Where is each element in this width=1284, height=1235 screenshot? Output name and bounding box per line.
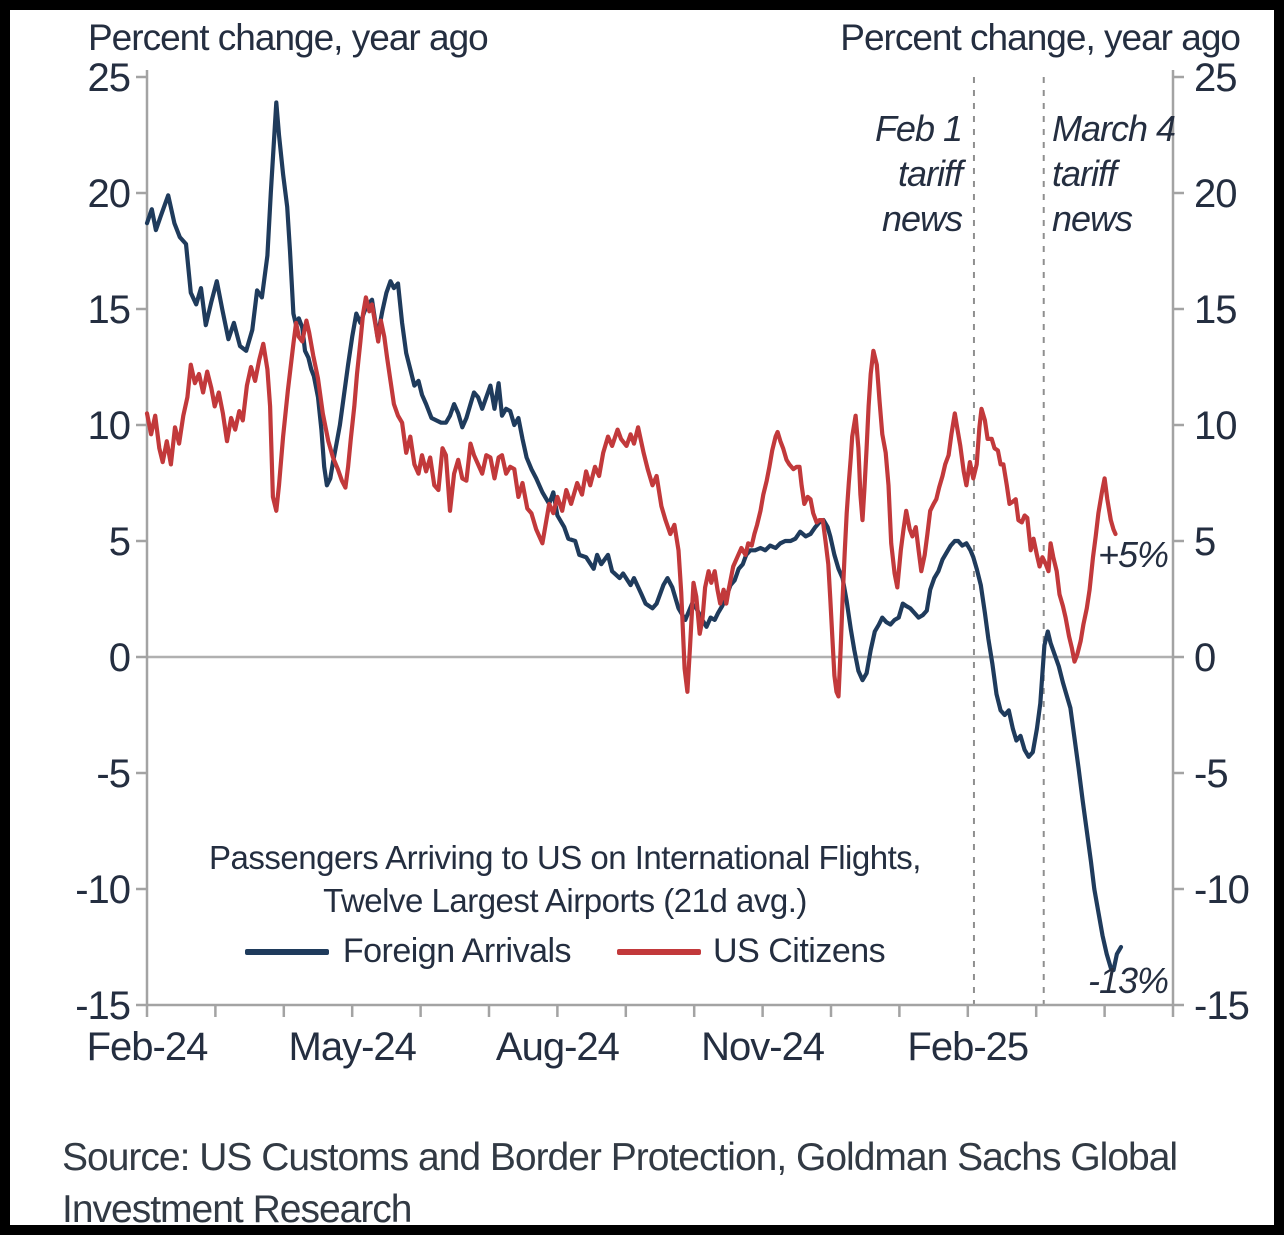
y-axis-title-left: Percent change, year ago — [88, 17, 489, 58]
annotation-feb1-tariff-news: Feb 1 tariff news — [874, 108, 963, 239]
y-tick-label-left: 10 — [88, 404, 131, 448]
y-tick-label-right: 0 — [1194, 636, 1215, 680]
y-tick-label-left: 15 — [88, 288, 131, 332]
y-tick-label-right: 15 — [1194, 288, 1237, 332]
us-citizens-line-swatch — [617, 948, 702, 955]
y-tick-label-right: 20 — [1194, 172, 1237, 216]
x-tick-label: Nov-24 — [701, 1025, 825, 1069]
x-tick-label: May-24 — [289, 1025, 417, 1069]
y-tick-label-left: -15 — [75, 984, 130, 1028]
y-tick-label-left: 20 — [88, 172, 131, 216]
y-tick-label-left: -5 — [96, 752, 130, 796]
annotation-march4-tariff-news: March 4 tariff news — [1052, 108, 1176, 239]
source-attribution: Source: US Customs and Border Protection… — [62, 1136, 1178, 1231]
legend-title: Passengers Arriving to US on Internation… — [209, 839, 921, 919]
x-tick-label: Feb-25 — [907, 1025, 1028, 1069]
legend-label-us-citizens: US Citizens — [713, 932, 886, 970]
y-tick-label-right: -15 — [1194, 984, 1249, 1028]
x-tick-label: Aug-24 — [496, 1025, 620, 1069]
y-tick-label-right: 5 — [1194, 520, 1215, 564]
y-tick-label-left: -10 — [75, 868, 130, 912]
y-axis-title-right: Percent change, year ago — [840, 17, 1241, 58]
legend-label-foreign-arrivals: Foreign Arrivals — [342, 932, 572, 970]
foreign-arrivals-line-swatch — [244, 948, 329, 955]
x-tick-label: Feb-24 — [87, 1025, 208, 1069]
annotation-foreign-arrivals-end-value: -13% — [1088, 960, 1169, 1001]
y-tick-label-right: 25 — [1194, 56, 1237, 100]
y-tick-label-left: 5 — [109, 520, 130, 564]
legend: Passengers Arriving to US on Internation… — [150, 836, 980, 971]
y-tick-label-right: -5 — [1194, 752, 1228, 796]
y-tick-label-left: 0 — [109, 636, 130, 680]
legend-row: Foreign Arrivals US Citizens — [150, 932, 980, 971]
y-tick-label-left: 25 — [88, 56, 131, 100]
foreign-arrivals-line — [144, 100, 1124, 973]
y-tick-label-right: -10 — [1194, 868, 1249, 912]
chart-background — [10, 10, 1274, 1225]
y-tick-label-right: 10 — [1194, 404, 1237, 448]
us-citizens-line — [144, 295, 1118, 699]
annotation-us-citizens-end-value: +5% — [1098, 534, 1169, 575]
